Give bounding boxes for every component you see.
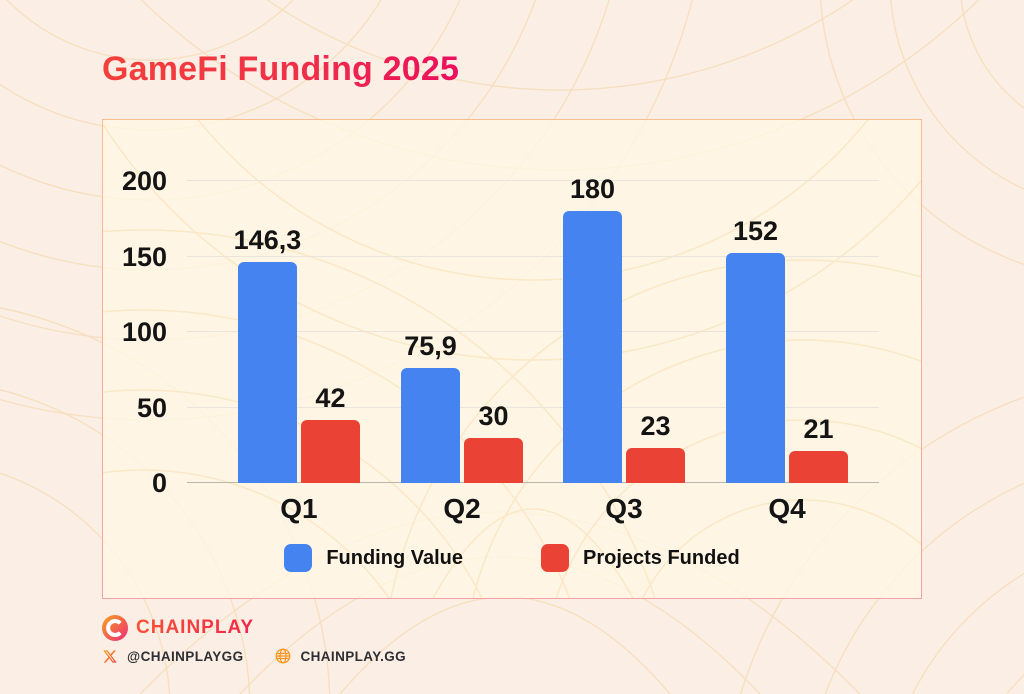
x-axis-line — [187, 482, 879, 483]
bar-group-q1: 146,3 42 Q1 — [234, 181, 360, 524]
legend-swatch-blue — [284, 544, 313, 572]
x-handle[interactable]: @CHAINPLAYGG — [127, 648, 244, 664]
bar-group-q4: 152 21 Q4 — [726, 181, 849, 524]
legend-item-funding-value[interactable]: Funding Value — [284, 544, 463, 572]
y-tick-label: 100 — [121, 317, 167, 347]
bar-funding-value-q3 — [562, 211, 622, 483]
y-tick-label: 150 — [121, 241, 167, 272]
bar-funding-value-q4 — [726, 253, 786, 483]
bar-funding-value-q1 — [237, 262, 297, 483]
legend-label: Projects Funded — [582, 546, 740, 569]
x-axis-label-q3: Q3 — [605, 493, 643, 524]
bar-value-label: 146,3 — [233, 225, 302, 256]
bar-value-label: 30 — [478, 400, 509, 431]
bar-value-label: 23 — [640, 411, 671, 442]
bar-group-q3: 180 23 Q3 — [562, 174, 685, 524]
brand-row: CHAINPLAY — [102, 615, 406, 641]
bar-value-label: 42 — [315, 382, 346, 413]
bar-funding-value-q2 — [401, 368, 460, 483]
x-twitter-icon — [103, 649, 117, 663]
bar-value-label: 21 — [803, 414, 834, 445]
x-axis-label-q4: Q4 — [768, 493, 806, 524]
legend-label: Funding Value — [326, 546, 463, 569]
bar-value-label: 152 — [733, 216, 779, 247]
gridline — [187, 406, 879, 408]
gridline — [187, 331, 879, 332]
y-axis: 0 50 100 150 200 — [103, 166, 177, 498]
bar-projects-funded-q3 — [625, 448, 685, 483]
bar-group-q2: 75,9 30 Q2 — [401, 181, 523, 524]
chart-legend: Funding Value Projects Funded — [103, 544, 921, 572]
legend-swatch-red — [540, 544, 569, 572]
bar-projects-funded-q1 — [300, 419, 360, 483]
x-axis-label-q1: Q1 — [280, 493, 318, 524]
y-tick-label: 0 — [151, 468, 167, 498]
y-tick-label: 50 — [136, 392, 167, 423]
y-tick-label: 200 — [121, 166, 167, 196]
chainplay-logo-icon — [102, 615, 128, 641]
plot-area: 146,3 42 Q1 75,9 30 Q2 180 23 Q3 152 21 Q4 — [187, 174, 879, 524]
legend-item-projects-funded[interactable]: Projects Funded — [540, 544, 740, 572]
gridline — [187, 255, 879, 257]
page-title: GameFi Funding 2025 — [102, 50, 460, 88]
x-axis-label-q2: Q2 — [443, 493, 481, 524]
brand-name: CHAINPLAY — [136, 617, 255, 638]
bar-projects-funded-q2 — [464, 437, 523, 483]
globe-icon — [276, 648, 291, 664]
social-row: @CHAINPLAYGG CHAINPLAY.GG — [102, 648, 406, 664]
gridline — [187, 180, 879, 181]
website-link[interactable]: CHAINPLAY.GG — [300, 648, 407, 664]
footer: CHAINPLAY @CHAINPLAYGG CHAINPLAY.GG — [102, 615, 406, 664]
chart-card: 0 50 100 150 200 146,3 42 Q1 75,9 30 Q2 180 23 Q3 152… — [102, 119, 922, 599]
bar-value-label: 180 — [569, 174, 616, 205]
bar-projects-funded-q4 — [789, 451, 849, 483]
bar-value-label: 75,9 — [404, 331, 457, 362]
